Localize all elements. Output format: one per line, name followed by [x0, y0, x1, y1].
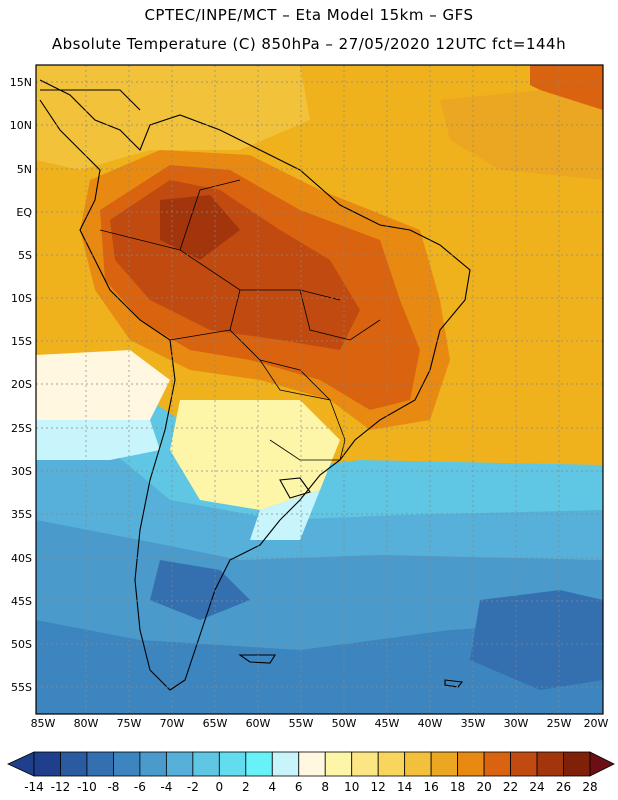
lat-label: 55S: [11, 681, 32, 694]
colorbar-swatch: [351, 751, 379, 777]
colorbar-swatch: [563, 751, 591, 777]
lat-label: 5S: [18, 249, 32, 262]
colorbar-tick-label: 2: [241, 780, 250, 794]
title-field: Absolute Temperature (C) 850hPa – 27/05/…: [51, 35, 567, 53]
lat-label: 50S: [11, 638, 32, 651]
colorbar-tick-label: 20: [476, 780, 492, 794]
colorbar-min-arrow: [7, 751, 35, 777]
map-border: [35, 64, 604, 715]
lat-label: 20S: [11, 378, 32, 391]
colorbar-swatch: [86, 751, 114, 777]
colorbar-tick-label: 10: [344, 780, 360, 794]
lat-label: 25S: [11, 422, 32, 435]
lat-label: 35S: [11, 508, 32, 521]
lon-label: 85W: [31, 717, 56, 730]
colorbar-swatch: [457, 751, 485, 777]
lat-label: 40S: [11, 552, 32, 565]
colorbar-tick-label: 24: [529, 780, 545, 794]
lat-label: 15S: [11, 335, 32, 348]
colorbar-tick-label: 28: [582, 780, 598, 794]
colorbar-tick-label: 26: [555, 780, 572, 794]
lon-label: 20W: [584, 717, 609, 730]
lon-label: 35W: [461, 717, 486, 730]
colorbar-swatch: [271, 751, 300, 777]
colorbar-tick-label: 0: [215, 780, 224, 794]
lon-label: 30W: [504, 717, 529, 730]
colorbar-swatch: [298, 751, 326, 777]
colorbar-swatch: [483, 751, 511, 777]
colorbar-tick-label: 16: [423, 780, 439, 794]
lon-label: 75W: [117, 717, 142, 730]
lon-label: 60W: [246, 717, 271, 730]
lat-label: 30S: [11, 465, 32, 478]
colorbar-swatch: [139, 751, 167, 777]
colorbar-tick-label: 6: [294, 780, 303, 794]
colorbar-swatch: [218, 751, 247, 777]
lon-label: 25W: [547, 717, 572, 730]
lon-label: 45W: [375, 717, 400, 730]
colorbar-swatch: [377, 751, 406, 777]
colorbar-max-arrow: [589, 751, 615, 777]
lat-label: 10N: [10, 119, 32, 132]
lat-label: 15N: [10, 76, 32, 89]
lat-axis: 15N 10N 5N EQ 5S 10S 15S 20S 25S 30S 35S…: [10, 76, 33, 694]
colorbar-tick-label: 14: [397, 780, 413, 794]
colorbar-tick-label: -6: [133, 780, 146, 794]
colorbar-tick-label: -14: [24, 780, 44, 794]
colorbar-tick-label: 4: [268, 780, 277, 794]
colorbar-tick-label: -4: [160, 780, 173, 794]
lon-label: 40W: [418, 717, 443, 730]
colorbar-tick-label: -10: [77, 780, 97, 794]
colorbar: [7, 751, 615, 777]
title-model: CPTEC/INPE/MCT – Eta Model 15km – GFS: [144, 6, 474, 24]
colorbar-tick-label: -8: [107, 780, 120, 794]
lat-label: 5N: [17, 163, 32, 176]
country-borders: [99, 179, 381, 461]
colorbar-tick-label: 8: [321, 780, 330, 794]
colorbar-swatch: [245, 751, 273, 777]
colorbar-swatch: [192, 751, 220, 777]
colorbar-swatch: [33, 751, 61, 777]
colorbar-swatch: [60, 751, 88, 777]
colorbar-swatch: [430, 751, 459, 777]
lat-label: EQ: [16, 206, 32, 219]
lon-label: 55W: [289, 717, 314, 730]
colorbar-tick-label: -2: [186, 780, 199, 794]
colorbar-swatch: [536, 751, 564, 777]
lon-label: 65W: [203, 717, 228, 730]
lon-label: 50W: [332, 717, 357, 730]
coastline: [39, 79, 471, 691]
colorbar-swatch: [113, 751, 141, 777]
colorbar-swatch: [404, 751, 432, 777]
colorbar-swatch: [510, 751, 538, 777]
colorbar-tick-label: 18: [449, 780, 466, 794]
lon-label: 70W: [160, 717, 185, 730]
colorbar-swatch: [165, 751, 194, 777]
colorbar-tick-label: 22: [502, 780, 519, 794]
lat-label: 45S: [11, 595, 32, 608]
lon-axis: 85W 80W 75W 70W 65W 60W 55W 50W 45W 40W …: [31, 717, 609, 730]
lon-label: 80W: [74, 717, 99, 730]
colorbar-tick-label: -12: [50, 780, 71, 794]
lat-lon-grid: [36, 65, 603, 714]
colorbar-tick-label: 12: [370, 780, 386, 794]
lat-label: 10S: [11, 292, 32, 305]
colorbar-swatch: [324, 751, 353, 777]
